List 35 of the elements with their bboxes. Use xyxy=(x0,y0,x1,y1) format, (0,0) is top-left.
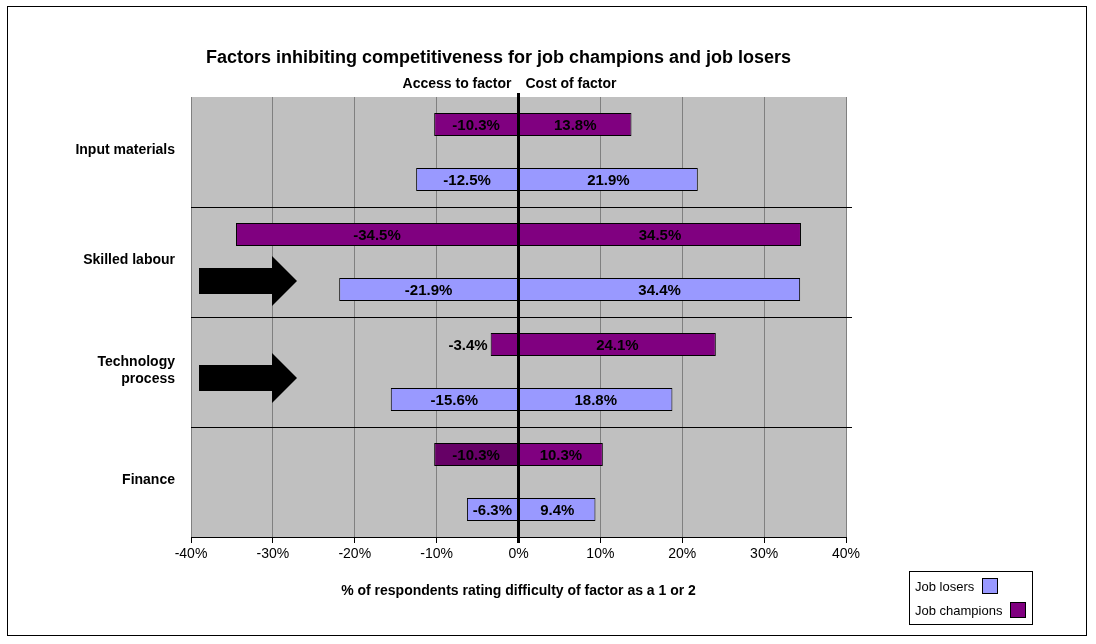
chart-title: Factors inhibiting competitiveness for job champions and job losers xyxy=(205,46,792,67)
x-tick-label: -20% xyxy=(338,545,372,562)
x-tick-label: 0% xyxy=(508,545,529,562)
data-label: 10.3% xyxy=(539,445,583,463)
data-label: 9.4% xyxy=(540,500,575,518)
x-axis-title: % of respondents rating difficulty of factor as a 1 or 2 xyxy=(341,582,697,599)
x-tick-label: 40% xyxy=(831,545,861,562)
y-tick-label: Input materials xyxy=(75,141,176,158)
data-label: -34.5% xyxy=(353,225,401,243)
x-tick-label: 30% xyxy=(750,545,779,562)
data-label: -10.3% xyxy=(452,445,500,463)
text: Cost of factor xyxy=(525,74,618,91)
data-label: 13.8% xyxy=(553,115,597,133)
data-label: 21.9% xyxy=(587,170,630,188)
data-label: -3.4% xyxy=(448,335,488,353)
y-tick-label: Finance xyxy=(122,471,176,488)
data-label: 34.5% xyxy=(638,225,682,243)
data-label: 18.8% xyxy=(574,390,617,408)
legend-label: Job champions xyxy=(915,602,1003,618)
text: Access to factor xyxy=(402,74,513,91)
x-tick-label: -30% xyxy=(256,545,290,562)
data-label: -21.9% xyxy=(404,280,453,298)
data-label: -6.3% xyxy=(472,500,513,518)
data-label: -10.3% xyxy=(452,115,500,133)
x-tick-label: -10% xyxy=(420,545,453,562)
data-label: 24.1% xyxy=(596,335,639,353)
data-label: -12.5% xyxy=(443,170,491,188)
x-tick-label: 10% xyxy=(586,545,615,562)
data-label: -15.6% xyxy=(430,390,479,408)
y-tick-label: Technology process xyxy=(97,352,176,386)
x-tick-label: -40% xyxy=(174,545,208,562)
legend-label: Job losers xyxy=(915,578,975,594)
data-label: 34.4% xyxy=(638,280,681,298)
y-tick-label: Skilled labour xyxy=(83,251,176,268)
x-tick-label: 20% xyxy=(668,545,697,562)
